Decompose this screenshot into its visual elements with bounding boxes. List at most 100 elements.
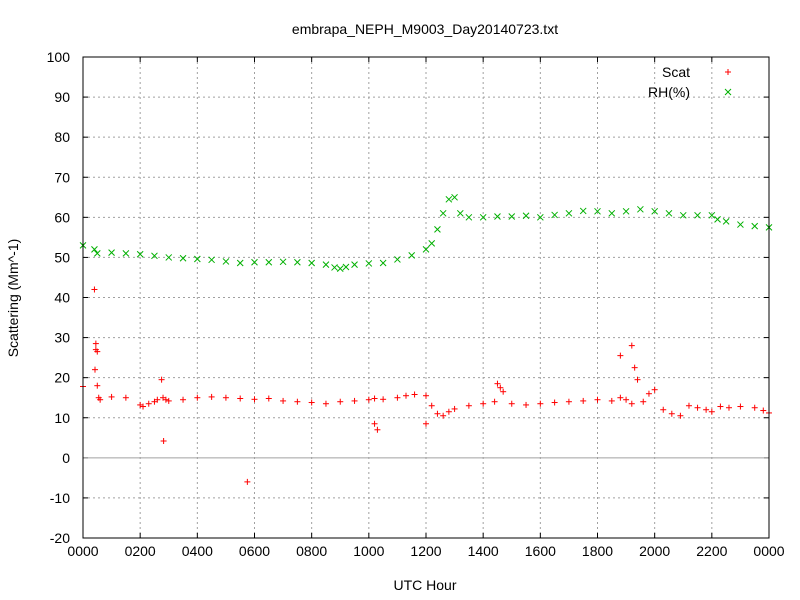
scat-point [645,390,652,397]
rh-point [179,254,187,262]
scat-point [194,394,201,401]
x-tick-label: 1000 [353,543,384,559]
scat-point [737,403,744,410]
scat-point [165,397,172,404]
rh-point [336,265,344,272]
rh-point [565,209,573,217]
rh-point [93,250,101,257]
scat-point [374,426,381,433]
y-axis-label: Scattering (Mm^-1) [5,239,21,358]
rh-point [439,209,447,217]
scat-point [491,398,498,405]
y-tick-label: 30 [54,330,70,346]
rh-point [108,249,115,256]
rh-point [494,213,501,220]
scat-point [628,400,635,407]
legend-marker-scat [725,69,731,75]
rh-point [579,207,587,215]
scat-point [631,364,638,371]
rh-point [428,240,436,247]
plot-area-border [82,56,770,539]
scat-point [751,404,758,411]
scat-point [222,394,229,401]
rh-point [737,221,744,228]
scat-point [411,391,418,398]
scat-point [160,437,167,444]
rh-point [465,213,473,221]
legend: Scat RH(%) [648,64,732,100]
scat-point [428,402,435,409]
scat-point [623,396,630,403]
scat-point [351,397,358,404]
scat-point [500,388,507,395]
chart-title: embrapa_NEPH_M9003_Day20140723.txt [292,21,558,37]
rh-point [679,211,687,219]
y-tick-label: 10 [54,410,70,426]
y-tick-label: -20 [50,530,70,546]
x-axis-label: UTC Hour [393,577,456,593]
scat-point [608,397,615,404]
rh-point [434,226,441,233]
series-rh [79,193,773,272]
scat-point [651,386,658,393]
scat-point [140,403,147,410]
x-tick-label: 0000 [753,543,784,559]
scat-point [760,407,767,414]
scat-point [660,406,667,413]
x-tick-label: 2000 [639,543,670,559]
scat-point [634,376,641,383]
rh-point [222,258,230,265]
rh-point [379,259,387,267]
scat-point [154,396,161,403]
rh-point [536,213,544,221]
scat-point [280,397,287,404]
rh-point [351,261,358,268]
rh-point [622,207,630,215]
rh-point [456,209,464,217]
scat-point [465,402,472,409]
scat-point [445,408,452,415]
scat-point [440,412,447,419]
scat-point [365,396,372,403]
scat-point [617,394,624,401]
rh-point [451,193,458,201]
x-tick-label: 2200 [696,543,727,559]
rh-point [751,222,759,230]
scat-point [423,392,429,399]
rh-point [251,258,258,266]
scat-point [725,404,732,411]
scat-point [685,402,692,409]
x-tick-label: 1800 [582,543,613,559]
scat-point [92,340,99,347]
rh-point [294,258,301,266]
scat-point [91,286,98,293]
scat-point [92,366,99,373]
y-tick-label: 20 [54,370,70,386]
rh-point [722,217,730,225]
scat-point [94,382,101,389]
x-tick-label: 1400 [468,543,499,559]
legend-label-scat: Scat [662,64,690,80]
scat-point [244,478,251,485]
x-tick-label: 0000 [67,543,98,559]
rh-point [265,258,273,266]
scat-point [180,396,187,403]
rh-point [408,252,416,259]
scat-point [523,401,530,408]
rh-point [279,258,287,266]
scat-point [94,348,101,355]
rh-point [208,256,215,264]
scat-point [451,405,458,412]
scat-point [108,393,115,400]
y-tick-label: 70 [54,169,70,185]
scat-point [371,420,378,427]
rh-point [322,261,330,268]
x-tick-labels: 0000 0200 0400 0600 0800 1000 1200 1400 1600 1800… [67,543,784,559]
scat-point [208,393,215,400]
y-tick-label: -10 [50,490,70,506]
y-tick-label: 100 [47,49,71,65]
rh-point [165,254,173,261]
scat-point [394,394,401,401]
rh-point [594,207,601,215]
rh-point [714,215,721,223]
